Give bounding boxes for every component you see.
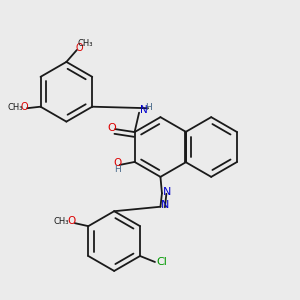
Text: O: O: [20, 102, 28, 112]
Text: O: O: [75, 43, 83, 52]
Text: CH₃: CH₃: [77, 39, 93, 48]
Text: CH₃: CH₃: [54, 218, 69, 226]
Text: Cl: Cl: [156, 257, 167, 267]
Text: N: N: [163, 187, 171, 197]
Text: O: O: [107, 123, 116, 133]
Text: H: H: [146, 103, 152, 112]
Text: H: H: [115, 165, 121, 174]
Text: N: N: [140, 105, 147, 115]
Text: O: O: [114, 158, 122, 168]
Text: O: O: [68, 216, 76, 226]
Text: N: N: [161, 200, 170, 210]
Text: CH₃: CH₃: [8, 103, 23, 112]
